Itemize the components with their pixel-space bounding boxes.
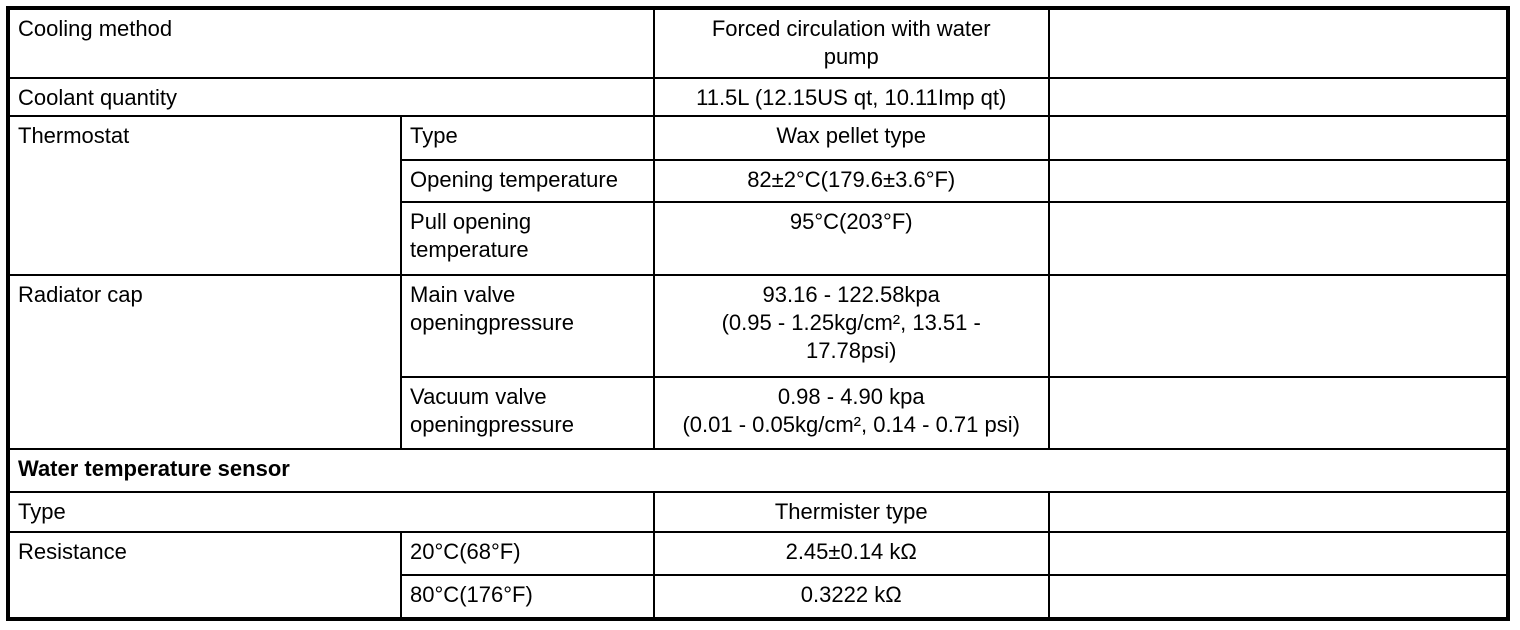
- vacuum-valve-label: Vacuum valve openingpressure: [400, 376, 655, 450]
- main-valve-value: 93.16 - 122.58kpa (0.95 - 1.25kg/cm², 13…: [652, 274, 1050, 378]
- resistance-80c-empty-cell: [1047, 574, 1510, 620]
- main-valve-empty-cell: [1047, 274, 1510, 378]
- resistance-20c-value: 2.45±0.14 kΩ: [652, 531, 1050, 576]
- radiator-cap-label: Radiator cap: [6, 274, 403, 450]
- coolant-quantity-empty-cell: [1047, 77, 1510, 117]
- row-cooling-method: Cooling method Forced circulation with w…: [7, 7, 1510, 79]
- coolant-quantity-label: Coolant quantity: [7, 77, 655, 117]
- main-valve-label: Main valve openingpressure: [400, 274, 655, 378]
- cooling-specifications-table: Cooling method Forced circulation with w…: [6, 6, 1510, 621]
- cooling-method-value: Forced circulation with water pump: [652, 7, 1050, 79]
- pull-opening-temperature-label: Pull opening temperature: [400, 201, 655, 276]
- row-coolant-quantity: Coolant quantity 11.5L (12.15US qt, 10.1…: [7, 77, 1510, 117]
- row-opening-temperature: Opening temperature 82±2°C(179.6±3.6°F): [8, 159, 1510, 203]
- pull-opening-temperature-empty-cell: [1047, 201, 1510, 276]
- opening-temperature-empty-cell: [1047, 159, 1510, 203]
- resistance-80c-label: 80°C(176°F): [400, 574, 655, 620]
- resistance-20c-empty-cell: [1047, 531, 1510, 576]
- sensor-type-label: Type: [7, 491, 655, 533]
- vacuum-valve-empty-cell: [1047, 376, 1510, 450]
- pull-opening-temperature-value: 95°C(203°F): [652, 201, 1050, 276]
- opening-temperature-value: 82±2°C(179.6±3.6°F): [652, 159, 1050, 203]
- opening-temperature-label: Opening temperature: [400, 159, 655, 203]
- cooling-method-empty-cell: [1047, 7, 1510, 79]
- thermostat-type-label: Type: [400, 115, 655, 161]
- row-sensor-type: Type Thermister type: [7, 491, 1510, 533]
- sensor-type-value: Thermister type: [652, 491, 1050, 533]
- thermostat-type-value: Wax pellet type: [652, 115, 1050, 161]
- row-vacuum-valve: Vacuum valve openingpressure 0.98 - 4.90…: [8, 376, 1510, 450]
- row-pull-opening-temperature: Pull opening temperature 95°C(203°F): [8, 201, 1510, 276]
- row-main-valve: Radiator cap Main valve openingpressure …: [6, 274, 1510, 450]
- sensor-type-empty-cell: [1047, 491, 1510, 533]
- coolant-quantity-value: 11.5L (12.15US qt, 10.11Imp qt): [652, 77, 1050, 117]
- row-water-temperature-sensor-header: Water temperature sensor: [7, 448, 1509, 493]
- thermostat-type-empty-cell: [1047, 115, 1510, 161]
- resistance-label: Resistance: [6, 531, 403, 620]
- row-resistance-20c: Resistance 20°C(68°F) 2.45±0.14 kΩ: [6, 531, 1510, 620]
- vacuum-valve-value: 0.98 - 4.90 kpa (0.01 - 0.05kg/cm², 0.14…: [652, 376, 1050, 450]
- resistance-20c-label: 20°C(68°F): [400, 531, 655, 576]
- thermostat-label: Thermostat: [6, 115, 403, 276]
- row-resistance-80c: 80°C(176°F) 0.3222 kΩ: [8, 574, 1510, 620]
- cooling-method-label: Cooling method: [7, 7, 655, 79]
- resistance-80c-value: 0.3222 kΩ: [652, 574, 1050, 620]
- water-temperature-sensor-header: Water temperature sensor: [7, 448, 1509, 493]
- row-thermostat-type: Thermostat Type Wax pellet type: [6, 115, 1510, 276]
